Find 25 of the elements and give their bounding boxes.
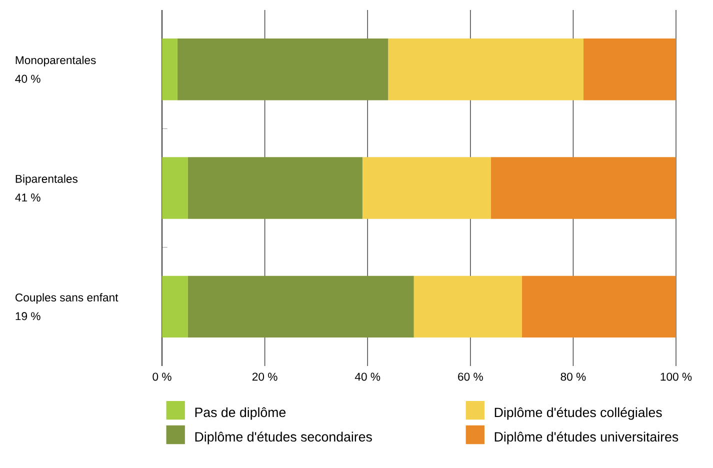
bar: [490, 157, 676, 219]
x-tick-label: 20 %: [252, 372, 278, 381]
bar: [414, 276, 522, 338]
legend-label: Diplôme d'études secondaires: [195, 432, 372, 444]
bar: [162, 276, 188, 338]
x-tick-label: 100 %: [660, 372, 692, 381]
y-tick-label: Biparentales 41 %: [15, 174, 78, 202]
legend-label: Diplôme d'études universitaires: [494, 432, 678, 444]
bar: [162, 157, 188, 219]
x-tick-label: 0 %: [152, 372, 172, 381]
bar: [362, 157, 491, 219]
bar: [162, 38, 178, 100]
x-tick-label: 80 %: [560, 372, 586, 381]
bar: [522, 276, 676, 338]
x-tick-label: 40 %: [354, 372, 380, 381]
y-tick-label: Monoparentales 40 %: [15, 56, 96, 83]
x-tick-label: 60 %: [458, 372, 483, 381]
bar: [388, 38, 584, 100]
bar: [583, 38, 676, 100]
legend-label: Diplôme d'études collégiales: [494, 407, 662, 420]
bar: [177, 38, 388, 100]
y-tick-label: Couples sans enfant 19 %: [16, 293, 118, 320]
legend-label: Pas de diplôme: [195, 407, 286, 420]
bar: [188, 276, 414, 338]
bar: [188, 157, 362, 219]
